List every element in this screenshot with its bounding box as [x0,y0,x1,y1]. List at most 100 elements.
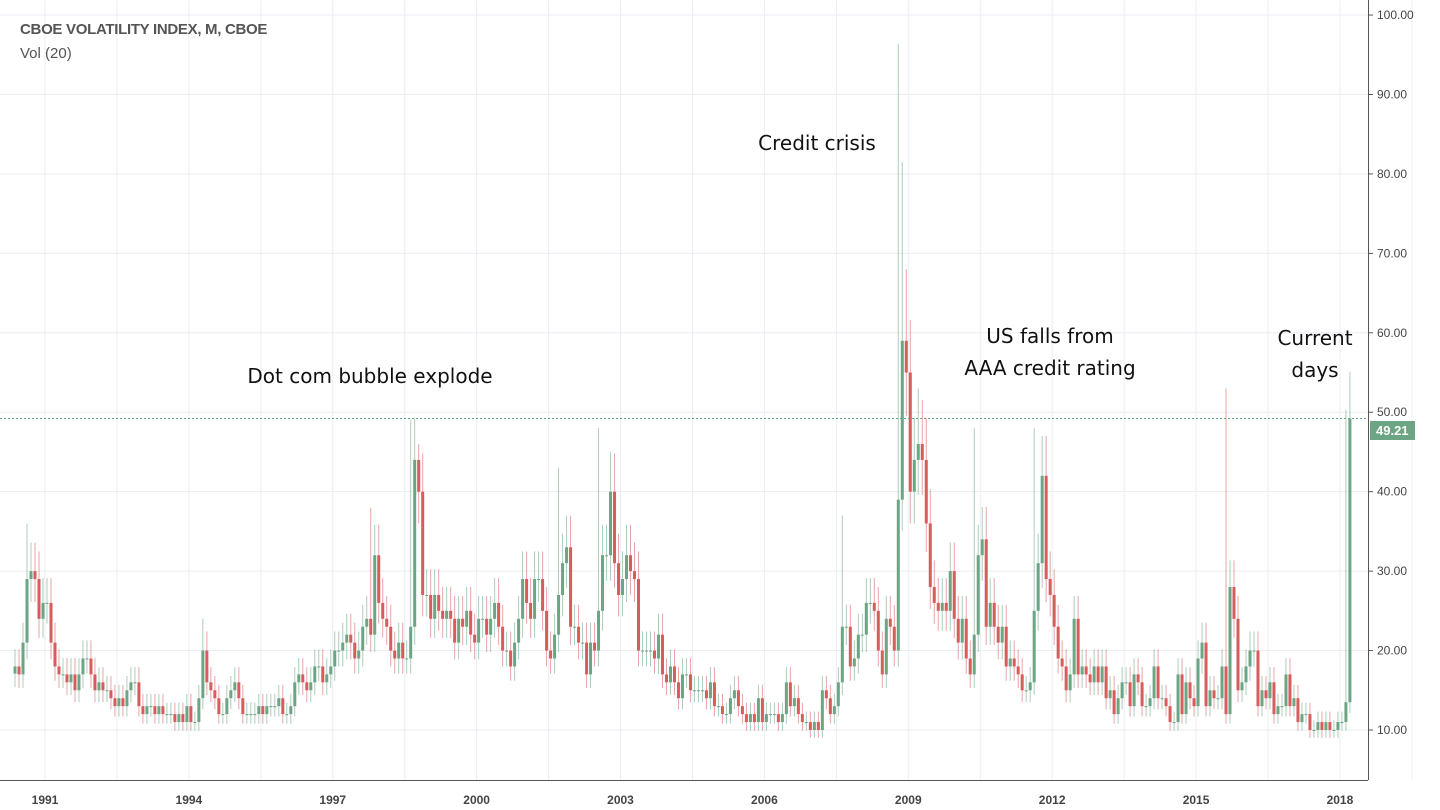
candle-body [625,555,629,580]
candle-body [820,690,824,730]
candle-body [748,714,752,723]
candle-body [1048,579,1052,595]
candle-body [848,626,852,667]
candle-body [585,642,589,675]
candle-body [1232,587,1236,619]
time-axis[interactable]: 1991 1994 1997 2000 2003 2006 2009 2012 2015 2018 [32,793,1354,807]
candle-body [533,579,537,619]
candle-body [896,499,900,651]
candle-body [617,563,621,595]
candles [13,43,1352,738]
candle-body [361,626,365,651]
candle-body [692,690,696,692]
candle-body [1196,658,1200,707]
candle-body [305,682,309,691]
candle-body [337,650,341,652]
candle-body [549,650,553,659]
candle-body [1264,690,1268,699]
candle-body [1192,698,1196,707]
candle-body [808,722,812,730]
candle-body [644,650,648,652]
candle-body [1056,626,1060,659]
candle-body [317,666,321,668]
candle-body [1036,563,1040,611]
candle-body [1184,682,1188,715]
candle-body [17,666,21,675]
y-tick-label: 40.00 [1377,485,1407,499]
annotation-line: US falls from [986,324,1114,348]
candle-body [1000,626,1004,643]
candle-body [932,587,936,603]
candle-body [716,706,720,708]
candle-body [1204,642,1208,707]
candle-body [740,706,744,715]
candle-body [569,547,573,627]
candle-body [880,650,884,675]
candle-body [920,444,924,460]
candle-body [1112,690,1116,715]
candle-body [513,642,517,667]
candle-body [633,571,637,580]
y-tick-label: 30.00 [1377,564,1407,578]
candle-body [485,618,489,635]
candle-body [684,674,688,676]
candle-body [565,547,569,564]
candle-body [381,602,385,619]
candle-body [952,571,956,619]
candle-body [197,698,201,723]
candle-body [477,618,481,643]
x-tick-label: 2003 [607,793,634,807]
candle-body [1260,690,1264,707]
candle-body [964,618,968,659]
candle-body [700,690,704,692]
candle-body [652,650,656,659]
candle-body [1068,674,1072,691]
annotation-line: Current [1277,326,1353,350]
candle-body [65,674,69,683]
candle-body [397,642,401,659]
candle-body [81,658,85,675]
candle-body [736,690,740,707]
candle-body [1304,714,1308,716]
candle-body [772,714,776,716]
x-tick-label: 2006 [751,793,778,807]
candle-body [1088,674,1092,683]
candle-body [1344,702,1348,723]
candle-body [49,602,53,643]
candle-body [908,372,912,492]
candle-body [441,610,445,619]
candle-body [1164,698,1168,707]
candle-body [984,539,988,627]
candle-body [708,682,712,699]
candle-body [373,555,377,635]
price-axis[interactable]: 10.00 20.00 30.00 40.00 50.00 60.00 70.00 80.00… [1368,8,1414,737]
candle-body [940,602,944,611]
candle-body [245,714,249,716]
annotation-us-downgrade: US falls from AAA credit rating [920,320,1180,384]
candle-body [233,682,237,691]
candle-body [1332,730,1336,731]
chart-legend: CBOE VOLATILITY INDEX, M, CBOE Vol (20) [20,18,267,66]
candle-body [760,698,764,723]
candle-body [145,706,149,715]
candle-body [509,650,513,667]
x-tick-label: 2009 [895,793,922,807]
candle-body [641,650,645,652]
candle-body [1280,706,1284,708]
candle-body [473,634,477,643]
y-tick-label: 90.00 [1377,87,1407,101]
candle-body [101,682,105,691]
candle-body [868,602,872,604]
candle-body [13,666,17,674]
candle-body [836,682,840,707]
candle-body [1328,722,1332,730]
candle-body [1212,690,1216,699]
candle-body [177,714,181,723]
candle-body [357,650,361,659]
candle-body [45,602,49,604]
candle-body [493,602,497,619]
candle-body [97,682,101,691]
candle-body [37,579,41,619]
candle-body [1324,722,1328,730]
candle-body [1224,666,1228,715]
